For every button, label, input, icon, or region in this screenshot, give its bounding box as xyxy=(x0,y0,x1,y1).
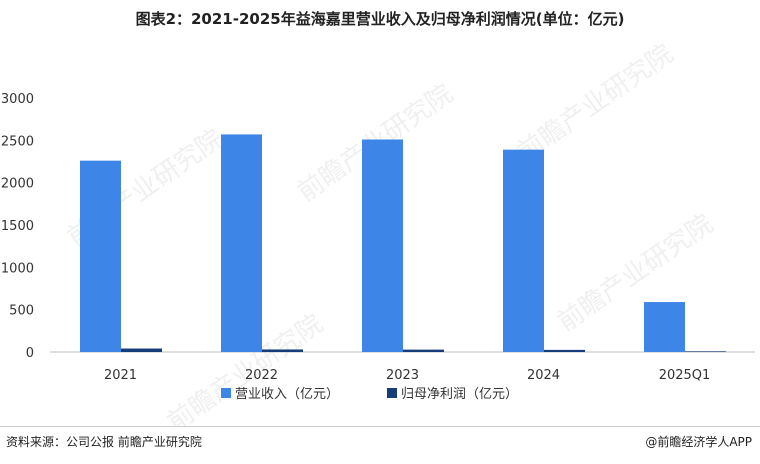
x-tick-label: 2021 xyxy=(104,368,137,383)
y-tick-label: 0 xyxy=(26,346,34,361)
legend-label: 归母净利润（亿元） xyxy=(401,387,518,402)
footer-divider xyxy=(0,426,760,427)
y-tick-label: 2500 xyxy=(1,134,34,149)
bar-revenue xyxy=(644,302,685,352)
legend-swatch xyxy=(221,388,231,398)
y-tick-label: 500 xyxy=(9,304,34,319)
bar-revenue xyxy=(221,134,262,352)
chart-title: 图表2：2021-2025年益海嘉里营业收入及归母净利润情况(单位：亿元) xyxy=(135,10,625,28)
legend-swatch xyxy=(387,388,397,398)
bar-revenue xyxy=(80,160,121,352)
source-note: 资料来源：公司公报 前瞻产业研究院 xyxy=(6,435,202,449)
bar-chart: 前瞻产业研究院前瞻产业研究院前瞻产业研究院前瞻产业研究院前瞻产业研究院05001… xyxy=(1,39,755,426)
x-tick-label: 2025Q1 xyxy=(659,368,711,383)
bar-revenue xyxy=(362,139,403,352)
y-tick-label: 1000 xyxy=(1,261,34,276)
bar-net-profit xyxy=(544,349,585,352)
legend-label: 营业收入（亿元） xyxy=(235,387,339,402)
bar-net-profit xyxy=(403,349,444,352)
brand-note: @前瞻经济学人APP xyxy=(645,435,752,449)
y-tick-label: 2000 xyxy=(1,177,34,192)
bar-net-profit xyxy=(685,351,726,352)
bar-revenue xyxy=(503,149,544,352)
x-tick-label: 2022 xyxy=(245,368,278,383)
watermark-text: 前瞻产业研究院 xyxy=(552,209,718,338)
bar-net-profit xyxy=(262,349,303,352)
bar-net-profit xyxy=(121,348,162,352)
watermark-text: 前瞻产业研究院 xyxy=(512,39,678,168)
x-tick-label: 2024 xyxy=(527,368,560,383)
y-tick-label: 3000 xyxy=(1,92,34,107)
x-tick-label: 2023 xyxy=(386,368,419,383)
y-tick-label: 1500 xyxy=(1,219,34,234)
